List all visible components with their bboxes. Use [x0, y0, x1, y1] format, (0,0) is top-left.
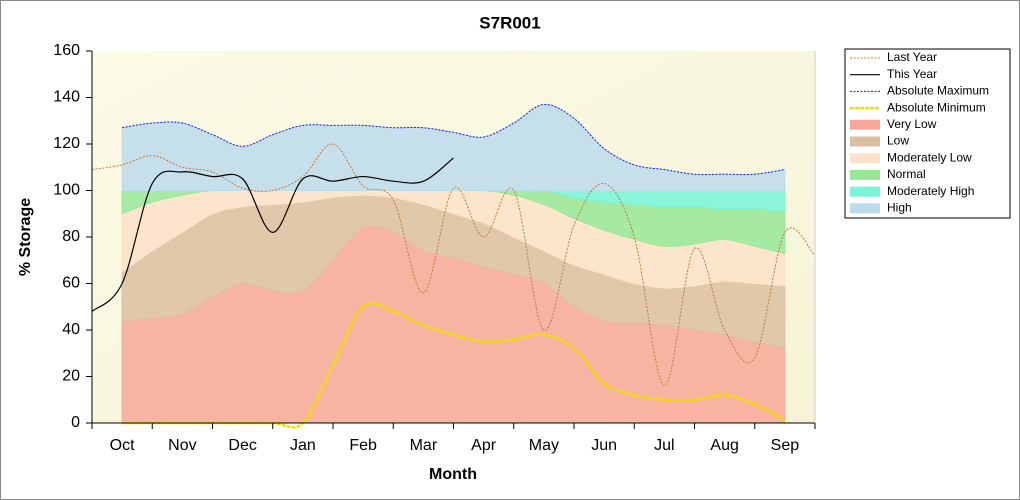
y-tick-label: 140 — [53, 89, 80, 106]
legend-entries: Last Year This Year Absolute Maximum Absolu… — [850, 50, 989, 214]
x-tick-label: Jan — [290, 437, 316, 454]
legend-label: Low — [887, 134, 909, 148]
x-tick-label: Sep — [771, 437, 800, 454]
y-tick-label: 20 — [62, 368, 80, 385]
legend-swatch — [850, 119, 880, 130]
series-line — [122, 103, 785, 176]
legend-label: Absolute Minimum — [887, 100, 986, 114]
legend-swatch — [850, 203, 880, 214]
legend-label: Very Low — [887, 117, 937, 131]
legend-label: Last Year — [887, 50, 937, 64]
legend-label: Moderately Low — [887, 150, 972, 164]
x-tick-label: Mar — [410, 437, 438, 454]
y-tick-label: 0 — [71, 414, 80, 431]
legend-label: Moderately High — [887, 184, 974, 198]
x-tick-label: May — [529, 437, 559, 454]
series-line — [91, 157, 454, 312]
y-axis-label: % Storage — [17, 198, 34, 276]
legend-swatch — [850, 186, 880, 197]
x-tick-label: Feb — [349, 437, 377, 454]
x-axis-label: Month — [429, 466, 477, 483]
x-tick-label: Nov — [168, 437, 196, 454]
x-tick-label: Aug — [710, 437, 738, 454]
x-tick-label: Jun — [591, 437, 617, 454]
y-tick-label: 40 — [62, 321, 80, 338]
y-tick-label: 100 — [53, 182, 80, 199]
y-tick-label: 120 — [53, 135, 80, 152]
x-tick-label: Jul — [654, 437, 674, 454]
y-tick-label: 80 — [62, 228, 80, 245]
series-line — [91, 143, 816, 387]
legend-label: High — [887, 200, 912, 214]
chart-title: S7R001 — [479, 13, 540, 32]
legend-label: This Year — [887, 67, 937, 81]
legend-swatch — [850, 136, 880, 147]
x-tick-label: Apr — [471, 437, 497, 454]
plot — [91, 103, 816, 429]
legend-label: Normal — [887, 167, 926, 181]
legend-swatch — [850, 153, 880, 164]
legend-label: Absolute Maximum — [887, 84, 989, 98]
band-area — [121, 103, 786, 191]
y-tick-label: 60 — [62, 275, 80, 292]
x-tick-label: Oct — [110, 437, 135, 454]
x-tick-label: Dec — [228, 437, 256, 454]
legend-swatch — [850, 169, 880, 180]
y-tick-label: 160 — [53, 42, 80, 59]
